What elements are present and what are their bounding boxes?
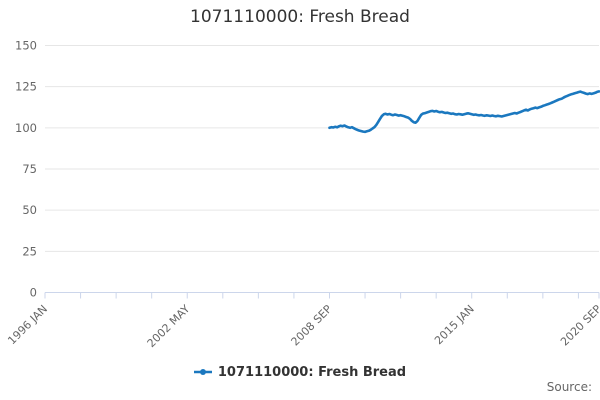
legend-label: 1071110000: Fresh Bread (217, 364, 407, 380)
y-axis-tick-label: 150 (15, 39, 37, 53)
x-axis-tick-label: 2020 SEP (558, 302, 600, 348)
y-axis-tick-label: 50 (22, 203, 37, 217)
y-axis-tick-label: 125 (15, 80, 37, 94)
y-axis-tick-label: 75 (22, 162, 37, 176)
y-axis-tick-label: 100 (15, 121, 37, 135)
source-credit[interactable]: Source: (546, 380, 592, 394)
x-axis-tick-label: 2002 MAY (145, 302, 193, 350)
legend-item[interactable]: 1071110000: Fresh Bread (0, 362, 600, 382)
y-axis-tick-label: 0 (30, 286, 37, 300)
chart-title: 1071110000: Fresh Bread (190, 7, 410, 27)
legend-line-marker-icon (193, 369, 212, 375)
y-axis-tick-label: 25 (22, 244, 37, 258)
series-line[interactable] (328, 90, 600, 134)
x-axis-tick-label: 1996 JAN (5, 302, 50, 347)
x-axis-tick-label: 2015 JAN (432, 302, 477, 347)
x-axis-tick-label: 2008 SEP (289, 302, 335, 348)
